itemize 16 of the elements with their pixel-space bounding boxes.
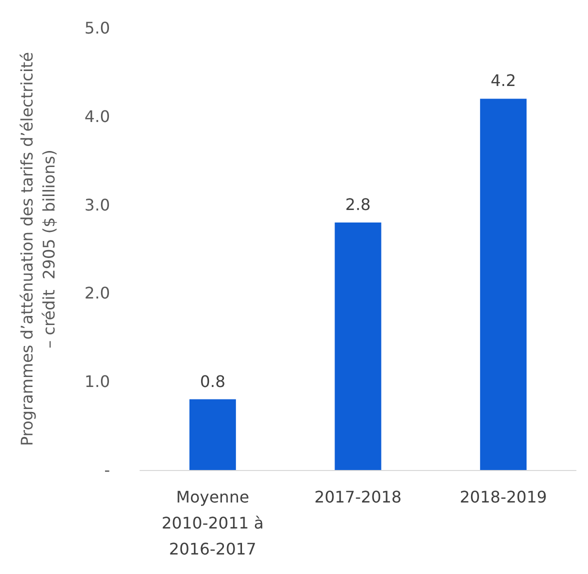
bar	[189, 399, 236, 470]
y-axis-title: Programmes d’atténuation des tarifs d’électricité – crédit 2905 ($ billions)	[18, 52, 58, 446]
data-label: 4.2	[490, 71, 516, 90]
data-label: 0.8	[200, 372, 226, 391]
x-tick-label: 2018-2019	[460, 488, 547, 506]
y-tick-label: -	[104, 460, 110, 480]
y-tick-label: 3.0	[84, 195, 110, 214]
y-tick-label: 2.0	[84, 284, 110, 303]
bar	[480, 98, 527, 470]
y-tick-label: 4.0	[84, 106, 110, 126]
data-label: 2.8	[345, 194, 371, 214]
y-tick-label: 1.0	[84, 372, 110, 392]
x-tick-label: Moyenne 2010-2011 à 2016-2017	[162, 488, 264, 558]
y-tick-label: 5.0	[84, 18, 110, 38]
bar	[334, 222, 382, 470]
x-tick-label: 2017-2018	[314, 488, 402, 506]
